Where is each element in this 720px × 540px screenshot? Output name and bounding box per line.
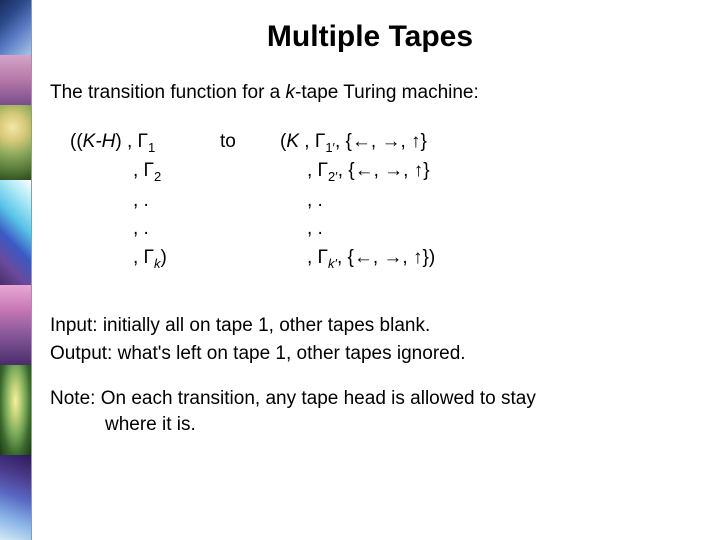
output-line: Output: what's left on tape 1, other tap… <box>50 341 690 367</box>
decorative-side-strip <box>0 0 32 540</box>
input-line: Input: initially all on tape 1, other ta… <box>50 313 690 339</box>
trans-left-row2: , Γ2 <box>70 157 220 186</box>
intro-text: The transition function for a k-tape Tur… <box>50 82 690 104</box>
strip-segment <box>0 105 31 180</box>
strip-segment <box>0 365 31 455</box>
trans-to: to <box>220 128 280 157</box>
trans-right-row4: , . <box>280 215 690 244</box>
trans-left-row1: ((K-H) , Γ1 <box>70 128 220 157</box>
strip-segment <box>0 455 31 540</box>
trans-left-row4: , . <box>70 215 220 244</box>
strip-segment <box>0 285 31 365</box>
trans-left-row3: , . <box>70 187 220 216</box>
trans-right-row5: , Γk′, {←, →, ↑}) <box>280 244 690 273</box>
strip-segment <box>0 55 31 105</box>
trans-right-row2: , Γ2′, {←, →, ↑} <box>280 157 690 186</box>
note-line1: Note: On each transition, any tape head … <box>50 386 690 412</box>
trans-right-row3: , . <box>280 187 690 216</box>
strip-segment <box>0 0 31 55</box>
trans-right-row1: (K , Γ1′, {←, →, ↑} <box>280 128 690 157</box>
note-block: Note: On each transition, any tape head … <box>50 386 690 437</box>
note-line2: where it is. <box>50 412 690 438</box>
trans-left-row5: , Γk) <box>70 244 220 273</box>
slide-title: Multiple Tapes <box>50 20 690 54</box>
transition-function: ((K-H) , Γ1 to (K , Γ1′, {←, →, ↑} , Γ2 … <box>70 128 690 273</box>
slide-content: Multiple Tapes The transition function f… <box>40 0 710 457</box>
strip-segment <box>0 180 31 285</box>
